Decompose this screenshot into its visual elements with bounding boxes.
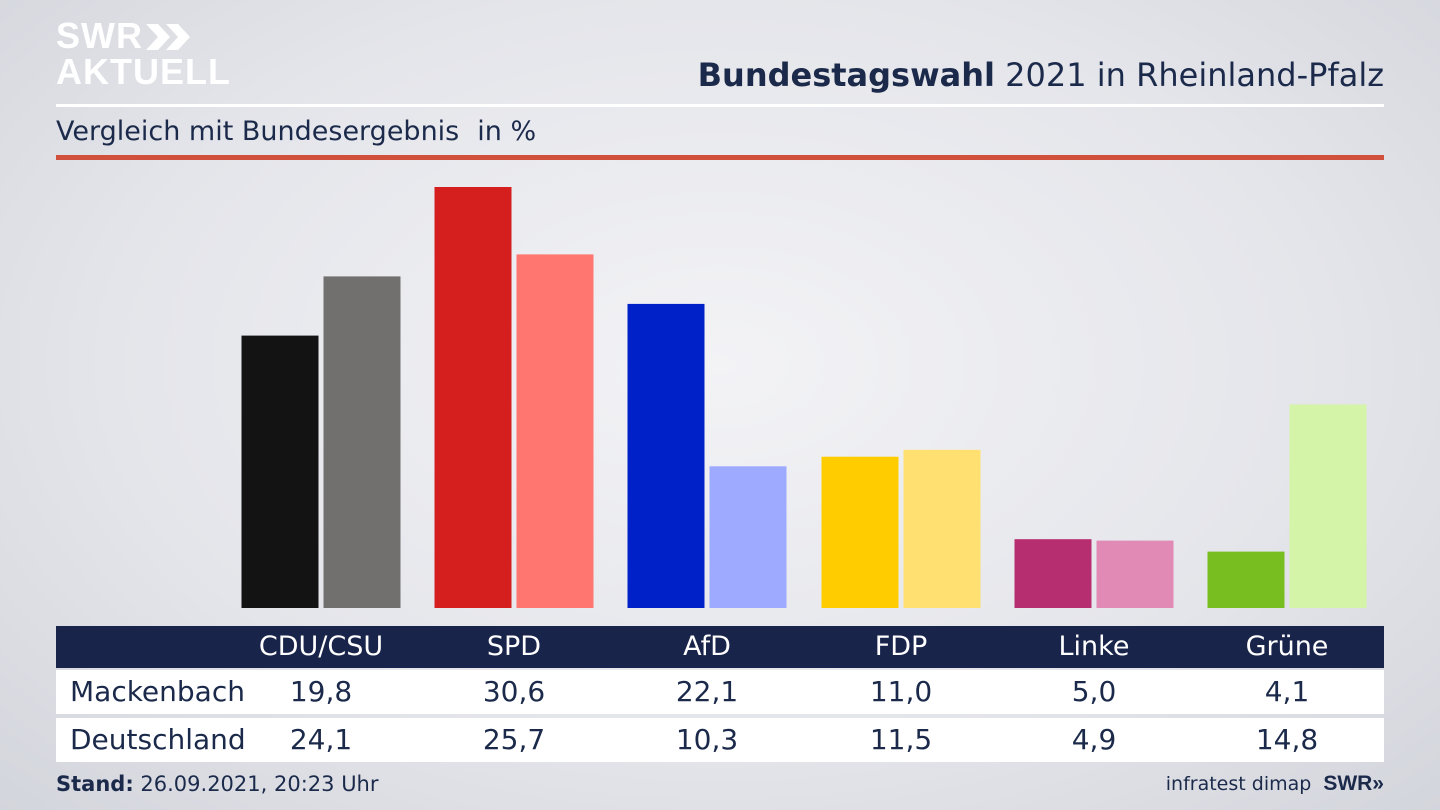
table-cell: 25,7 [482, 723, 546, 756]
logo-swr-text: SWR [56, 15, 143, 56]
accent-divider [56, 155, 1384, 160]
bar-fdp-deutschland [903, 449, 981, 608]
table-cell: 19,8 [289, 675, 353, 708]
logo-aktuell-text: AKTUELL [56, 51, 231, 92]
row-label: Mackenbach [70, 675, 245, 708]
bar-afd-mackenbach [627, 303, 705, 608]
table-cell: 11,5 [869, 723, 933, 756]
bar-grne-mackenbach [1207, 551, 1285, 608]
bar-spd-mackenbach [434, 187, 512, 608]
table-cell: 4,1 [1264, 675, 1310, 708]
bar-cducsu-deutschland [323, 276, 401, 608]
table-cell: 24,1 [289, 723, 353, 756]
bar-afd-deutschland [709, 466, 787, 608]
bar-spd-deutschland [516, 254, 594, 608]
table-cell: 10,3 [675, 723, 739, 756]
results-table: CDU/CSU SPD AfD FDP Linke Grüne Mackenba… [56, 626, 1384, 762]
row-label: Deutschland [70, 723, 246, 756]
party-header-linke: Linke [1058, 631, 1130, 662]
bar-grne-deutschland [1289, 404, 1367, 608]
table-cell: 4,9 [1071, 723, 1117, 756]
bar-fdp-mackenbach [821, 456, 899, 608]
bar-cducsu-mackenbach [241, 335, 319, 608]
party-header-spd: SPD [486, 631, 542, 662]
stand-value: 26.09.2021, 20:23 Uhr [140, 772, 379, 796]
table-header: CDU/CSU SPD AfD FDP Linke Grüne [56, 626, 1384, 668]
table-cell: 11,0 [869, 675, 933, 708]
party-header-fdp: FDP [874, 631, 928, 662]
header-divider [56, 104, 1384, 107]
table-cell: 14,8 [1255, 723, 1319, 756]
party-header-cdu: CDU/CSU [258, 631, 384, 662]
swr-aktuell-logo: SWR AKTUELL [56, 15, 230, 90]
table-cell: 30,6 [482, 675, 546, 708]
page-title: Bundestagswahl 2021 in Rheinland-Pfalz [698, 56, 1384, 94]
swr-brand-logo: SWR» [1323, 772, 1384, 795]
table-row: Deutschland 24,1 25,7 10,3 11,5 4,9 14,8 [56, 718, 1384, 762]
source-text: infratest dimap [1165, 773, 1312, 795]
timestamp: Stand: 26.09.2021, 20:23 Uhr [56, 772, 379, 796]
title-rest: 2021 in Rheinland-Pfalz [1005, 56, 1384, 94]
table-row: Mackenbach 19,8 30,6 22,1 11,0 5,0 4,1 [56, 670, 1384, 714]
bar-linke-deutschland [1096, 540, 1174, 608]
subtitle-text: Vergleich mit Bundesergebnis [56, 116, 460, 147]
party-header-afd: AfD [683, 631, 731, 662]
chevron-right-icon [146, 24, 190, 50]
stand-label: Stand: [56, 772, 134, 796]
bar-linke-mackenbach [1014, 539, 1092, 608]
source-credit: infratest dimap SWR» [1166, 772, 1384, 796]
table-cell: 22,1 [675, 675, 739, 708]
table-cell: 5,0 [1071, 675, 1117, 708]
chart-subtitle: Vergleich mit Bundesergebnis in % [56, 116, 536, 147]
party-header-gruene: Grüne [1245, 631, 1329, 662]
unit-label: in % [477, 116, 537, 147]
title-bold: Bundestagswahl [697, 56, 995, 94]
